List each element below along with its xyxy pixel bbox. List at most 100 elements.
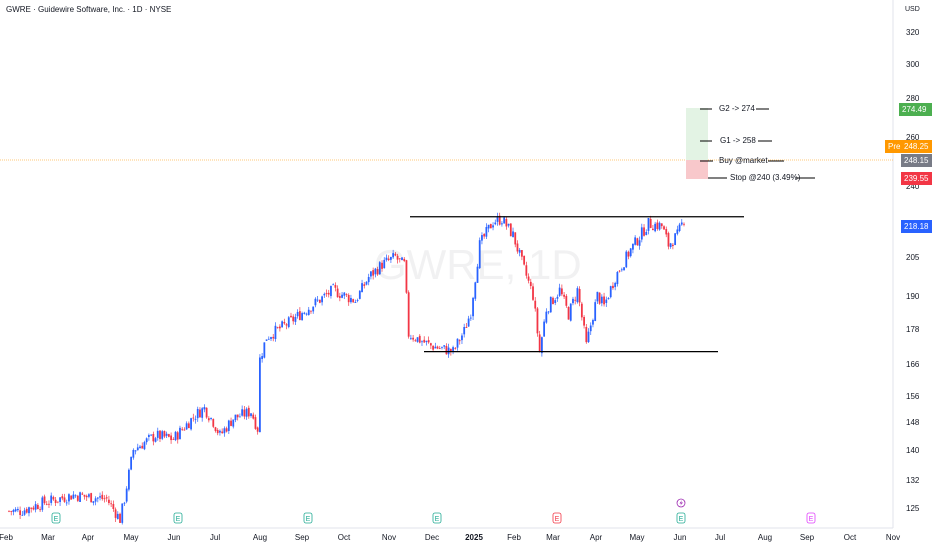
candle-body [318, 299, 321, 303]
candle-body [68, 494, 70, 502]
candle-body [270, 337, 272, 339]
candle-body [81, 493, 84, 495]
candle-body [547, 311, 550, 313]
candle-body [589, 325, 592, 332]
g2-annotation[interactable]: G2 -> 274 [719, 104, 755, 113]
candle-body [205, 407, 208, 418]
candle-body [554, 300, 557, 303]
y-tick: 132 [906, 476, 920, 485]
candle-body [383, 259, 386, 269]
x-tick: Dec [424, 533, 440, 542]
g1-annotation[interactable]: G1 -> 258 [720, 136, 756, 145]
candle-body [232, 419, 235, 427]
candle-body [343, 292, 346, 296]
candle-body [443, 345, 446, 347]
buy-annotation[interactable]: Buy @market [719, 156, 768, 165]
candle-body [310, 310, 312, 312]
symbol-header[interactable]: GWRE · Guidewire Software, Inc. · 1D · N… [6, 5, 172, 14]
symbol-watermark: GWRE, 1D [374, 241, 582, 288]
candle-body [405, 260, 408, 293]
candle-body [192, 417, 195, 419]
candle-body [647, 217, 650, 231]
candle-body [243, 409, 246, 417]
candle-body [487, 224, 490, 229]
candle-body [523, 255, 526, 265]
candle-body [92, 501, 95, 503]
candle-body [214, 427, 217, 431]
candle-body [163, 431, 166, 437]
candle-body [61, 496, 64, 499]
candle-body [525, 265, 528, 276]
candle-body [267, 338, 270, 340]
candle-body [421, 341, 423, 343]
candle-body [454, 347, 457, 349]
candle-body [407, 292, 410, 337]
candle-body [538, 334, 541, 352]
target2-price-tag: 274.49 [899, 103, 932, 116]
x-tick: Sep [799, 533, 815, 542]
candle-body [638, 240, 641, 246]
candle-body [416, 337, 419, 342]
candle-body [161, 431, 164, 439]
x-tick: Aug [252, 533, 268, 542]
candle-body [239, 416, 241, 418]
candle-body [170, 435, 172, 441]
candle-body [501, 223, 503, 225]
candle-body [394, 253, 397, 256]
stop-annotation[interactable]: Stop @240 (3.49%) [730, 173, 801, 182]
candle-body [181, 428, 184, 430]
candle-body [176, 432, 179, 440]
profit-zone [686, 108, 708, 160]
candle-body [560, 288, 563, 295]
candle-body [461, 335, 463, 341]
candle-body [543, 321, 546, 337]
candle-body [423, 339, 426, 343]
y-tick: 205 [906, 253, 920, 262]
candle-body [28, 507, 30, 514]
x-tick: Jun [167, 533, 181, 542]
candle-body [336, 288, 339, 298]
candle-body [665, 229, 668, 235]
candle-body [398, 258, 401, 260]
candle-body [316, 299, 319, 301]
earnings-event-letter: E [54, 516, 59, 523]
candle-body [361, 283, 363, 293]
candle-body [465, 326, 468, 328]
candle-body [412, 337, 415, 340]
candle-body [88, 494, 90, 497]
candle-body [367, 277, 370, 283]
candle-body [165, 433, 168, 436]
candle-body [616, 271, 619, 285]
candle-body [130, 456, 133, 470]
candle-body [347, 295, 350, 303]
x-tick: Apr [589, 533, 603, 542]
candle-body [576, 288, 579, 303]
candle-body [21, 514, 24, 516]
candle-body [505, 219, 508, 227]
candle-body [312, 306, 315, 312]
candle-body [678, 224, 681, 231]
earnings-event-icon [51, 512, 61, 524]
candle-body [592, 320, 594, 325]
candle-body [558, 287, 561, 296]
candle-body [294, 316, 297, 322]
candle-body [540, 337, 543, 354]
candle-body [563, 294, 565, 297]
candle-body [552, 297, 554, 305]
lightning-icon [679, 500, 683, 506]
earnings-event-icon [552, 512, 562, 524]
candle-body [521, 250, 523, 257]
candle-body [603, 296, 605, 305]
candle-body [403, 258, 406, 261]
candle-body [187, 423, 190, 429]
candle-body [34, 504, 37, 510]
candle-body [516, 243, 519, 252]
candle-body [445, 345, 448, 355]
y-tick: 156 [906, 392, 920, 401]
candle-body [427, 340, 430, 343]
candle-body [425, 340, 428, 342]
candle-body [72, 494, 75, 499]
candle-body [429, 343, 432, 346]
